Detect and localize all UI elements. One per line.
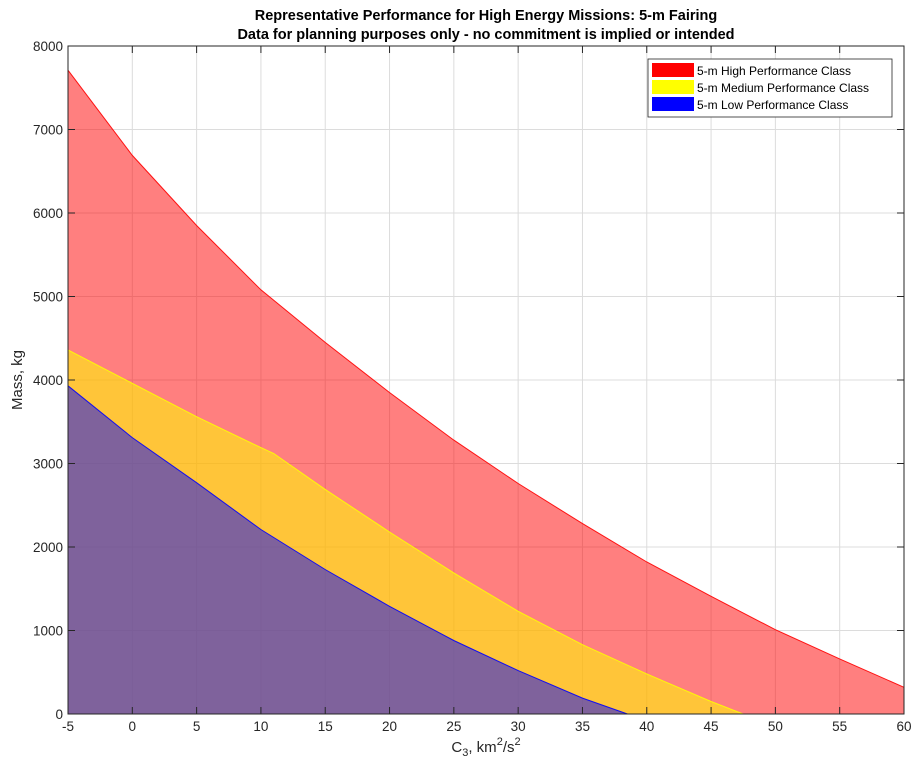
legend-label-high: 5-m High Performance Class	[697, 64, 851, 78]
x-tick-label: 50	[768, 719, 783, 734]
x-tick-labels: -5 0 5 10 15 20 25 30 35 40 45 50 55 60	[62, 719, 912, 734]
x-axis-label-subscript: 3	[462, 747, 468, 759]
y-tick-label: 7000	[33, 123, 63, 138]
y-tick-label: 1000	[33, 624, 63, 639]
x-tick-label: 55	[832, 719, 847, 734]
area-medium-edge	[67, 349, 744, 715]
x-tick-label: 10	[253, 719, 268, 734]
legend: 5-m High Performance Class 5-m Medium Pe…	[647, 58, 893, 118]
legend-swatch-medium	[652, 80, 694, 94]
x-tick-label: -5	[62, 719, 74, 734]
x-tick-label: 0	[129, 719, 137, 734]
area-low	[68, 385, 628, 714]
legend-swatch-low	[652, 97, 694, 111]
chart-title: Representative Performance for High Ener…	[255, 8, 718, 24]
x-axis-label-superscript-2: 2	[514, 736, 520, 748]
y-tick-labels: 0 1000 2000 3000 4000 5000 6000 7000 8000	[33, 39, 63, 722]
x-tick-label: 40	[639, 719, 654, 734]
area-low-edge	[67, 385, 628, 715]
y-tick-label: 0	[55, 707, 63, 722]
x-axis-label-units: , km	[468, 739, 496, 756]
x-tick-label: 35	[575, 719, 590, 734]
y-tick-label: 6000	[33, 206, 63, 221]
x-axis-label: C3, km2/s2	[451, 736, 520, 759]
y-tick-label: 2000	[33, 540, 63, 555]
y-tick-label: 5000	[33, 290, 63, 305]
x-tick-label: 45	[704, 719, 719, 734]
y-axis-label: Mass, kg	[9, 350, 26, 410]
legend-label-medium: 5-m Medium Performance Class	[697, 81, 869, 95]
tick-marks	[67, 45, 905, 715]
y-tick-label: 8000	[33, 39, 63, 54]
x-tick-label: 25	[446, 719, 461, 734]
area-high-edge	[67, 69, 905, 688]
y-tick-label: 4000	[33, 373, 63, 388]
legend-label-low: 5-m Low Performance Class	[697, 98, 848, 112]
x-tick-label: 60	[896, 719, 911, 734]
legend-swatch-high	[652, 63, 694, 77]
area-series	[67, 69, 905, 715]
x-axis-label-per-second: /s	[503, 739, 515, 756]
chart-subtitle: Data for planning purposes only - no com…	[237, 27, 734, 43]
y-tick-label: 3000	[33, 457, 63, 472]
x-tick-label: 15	[318, 719, 333, 734]
x-tick-label: 5	[193, 719, 201, 734]
x-axis-label-superscript: 2	[497, 736, 503, 748]
x-tick-label: 30	[511, 719, 526, 734]
x-tick-label: 20	[382, 719, 397, 734]
